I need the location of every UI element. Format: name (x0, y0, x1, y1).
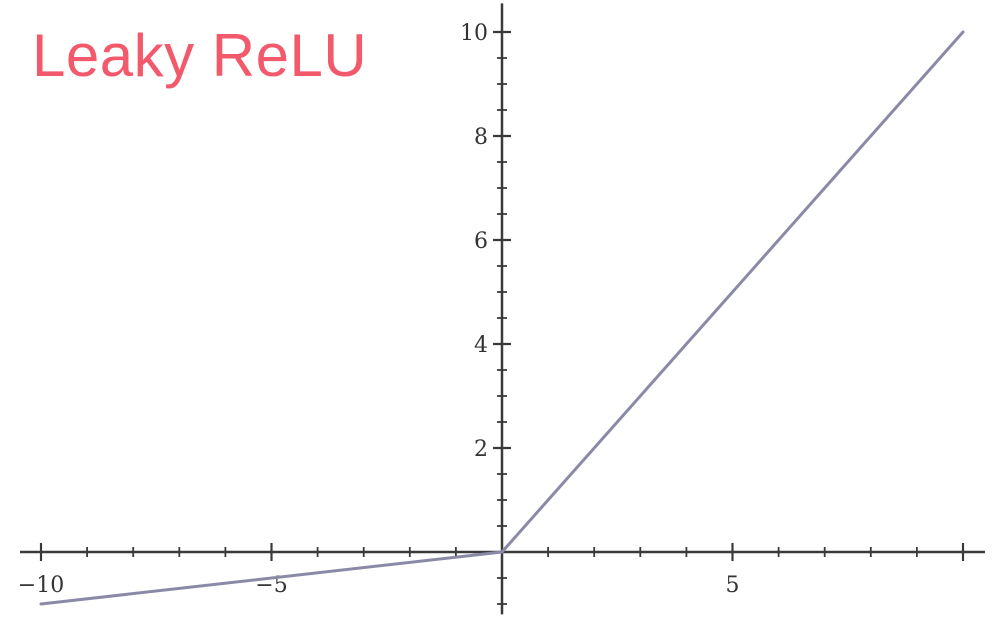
y-tick-label: 6 (474, 229, 488, 254)
series-group (39, 30, 965, 606)
chart-title: Leaky ReLU (32, 22, 368, 89)
x-tick-label: −10 (18, 573, 64, 598)
y-tick-label: 8 (474, 125, 488, 150)
ticks (39, 30, 965, 605)
y-tick-label: 2 (474, 437, 488, 462)
series-line (39, 30, 965, 606)
axes (20, 3, 985, 615)
x-tick-label: 5 (726, 573, 740, 598)
y-tick-label: 10 (460, 21, 488, 46)
y-tick-label: 4 (474, 333, 488, 358)
